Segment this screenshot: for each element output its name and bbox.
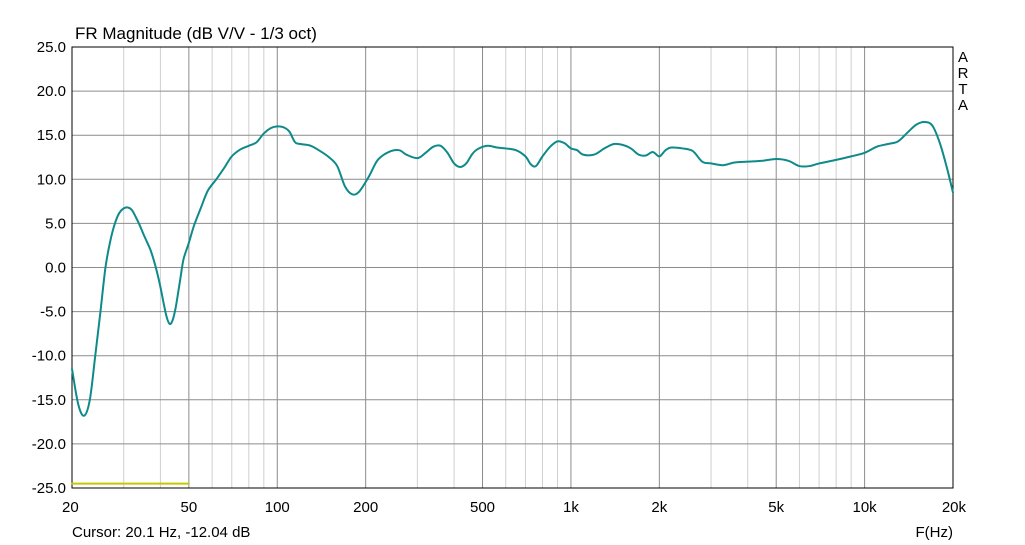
x-tick-label: 1k [563, 499, 579, 516]
y-tick-label: 5.0 [45, 215, 66, 232]
y-tick-label: -15.0 [32, 392, 66, 409]
arta-letter-2: R [958, 65, 969, 82]
series-layer [71, 120, 954, 485]
x-tick-label: 5k [768, 499, 784, 516]
y-tick-label: 25.0 [37, 39, 66, 56]
x-tick-label: 2k [651, 499, 667, 516]
y-tick-label: 20.0 [37, 83, 66, 100]
cursor-readout: Cursor: 20.1 Hz, -12.04 dB [72, 524, 250, 541]
arta-letter-1: A [958, 49, 968, 66]
x-tick-label: 20 [62, 499, 79, 516]
y-tick-label: -5.0 [40, 304, 66, 321]
x-tick-label: 50 [181, 499, 198, 516]
grid [71, 46, 954, 489]
frequency-response-line [71, 120, 954, 417]
x-tick-label: 200 [353, 499, 378, 516]
arta-vertical-label: A R T A [958, 49, 969, 114]
arta-letter-4: A [958, 97, 968, 114]
x-tick-label: 500 [470, 499, 495, 516]
y-tick-label: -20.0 [32, 436, 66, 453]
y-tick-labels: 25.0 20.0 15.0 10.0 5.0 0.0 -5.0 -10.0 -15.0 -20.… [32, 39, 66, 497]
plot-frame [71, 46, 954, 489]
y-tick-label: 0.0 [45, 260, 66, 277]
x-axis-label: F(Hz) [916, 524, 954, 541]
x-tick-labels: 20 50 100 200 500 1k 2k 5k 10k 20k [62, 499, 966, 516]
y-tick-label: 15.0 [37, 127, 66, 144]
x-tick-label: 20k [942, 499, 967, 516]
y-tick-label: -10.0 [32, 348, 66, 365]
x-tick-label: 10k [853, 499, 878, 516]
arta-letter-3: T [958, 81, 967, 98]
x-tick-label: 100 [265, 499, 290, 516]
y-tick-label: 10.0 [37, 171, 66, 188]
y-tick-label: -25.0 [32, 480, 66, 497]
chart-title: FR Magnitude (dB V/V - 1/3 oct) [75, 24, 317, 43]
